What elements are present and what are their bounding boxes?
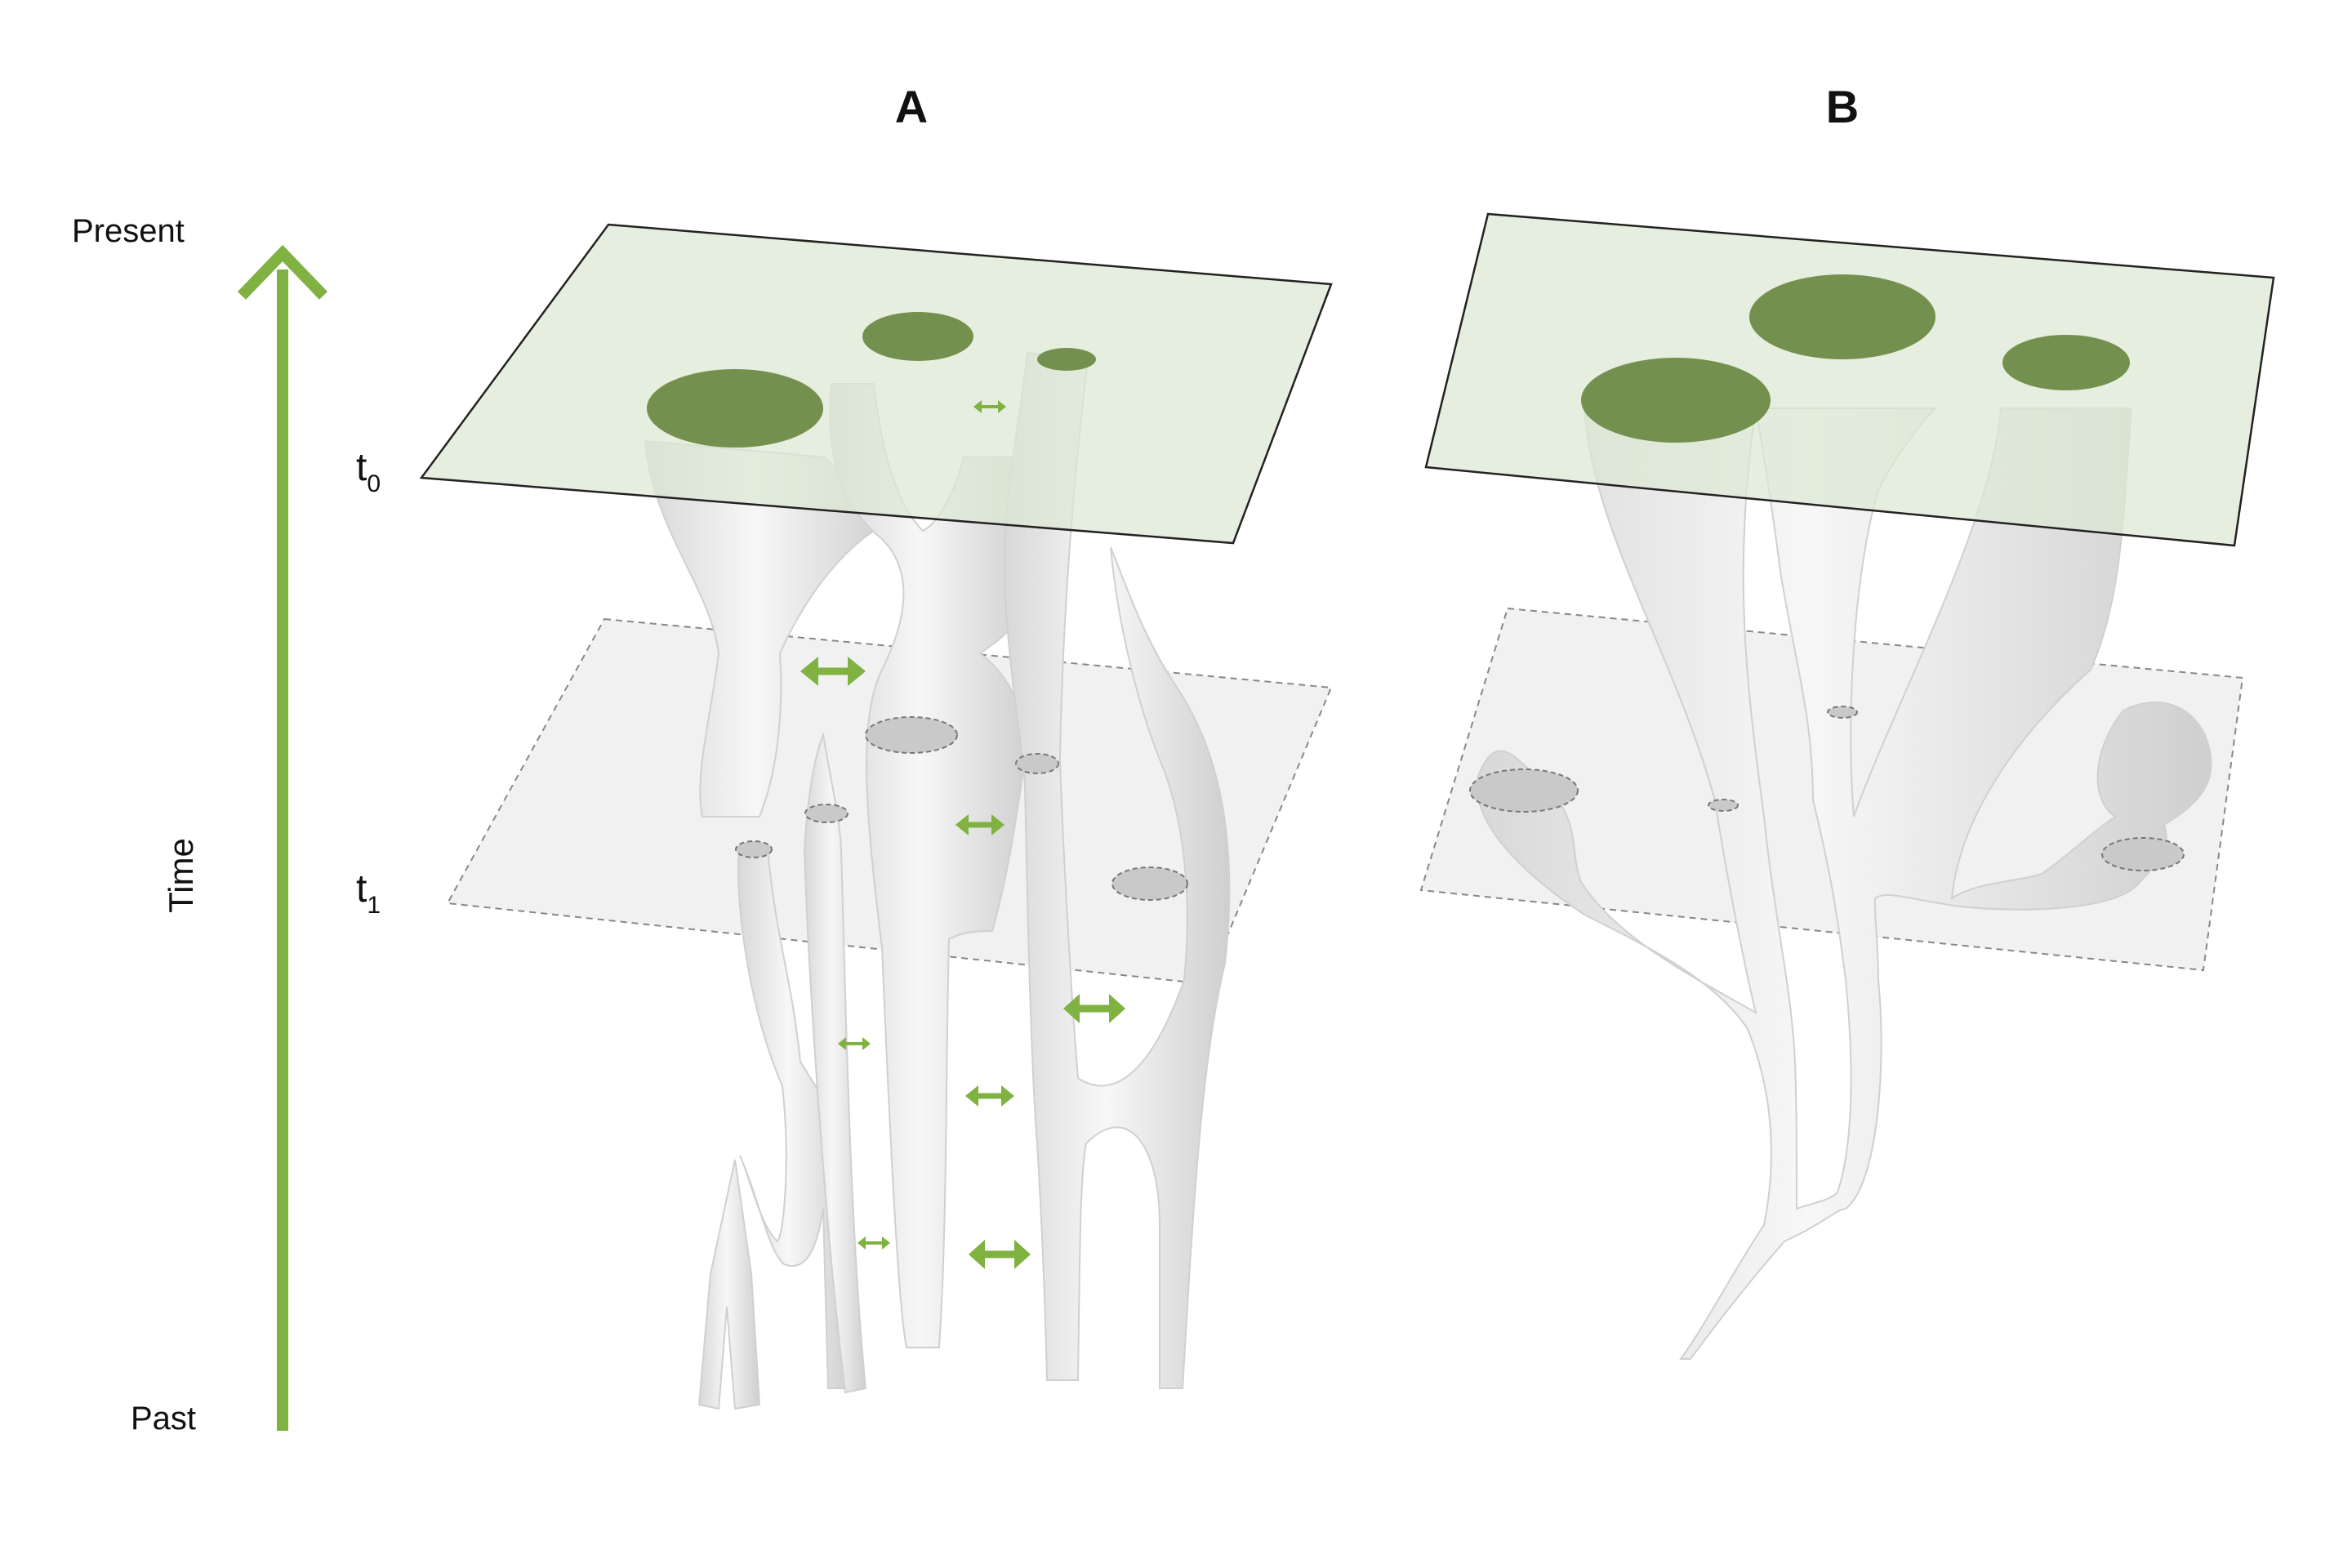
lineages-b [1476, 408, 2212, 1360]
section-past-a-5 [1111, 866, 1188, 901]
section-past-b-2 [1708, 799, 1739, 812]
double-arrow-icon [858, 1236, 890, 1250]
panel-b: B [1419, 81, 2275, 1360]
section-past-a-1 [735, 840, 773, 858]
double-arrow-icon [956, 814, 1004, 835]
section-present-a-3 [1037, 348, 1096, 371]
double-arrow-icon [965, 1085, 1014, 1107]
lineage-a-3 [803, 732, 867, 1394]
double-arrows-a [800, 400, 1125, 1269]
plane-t0-subscript: 0 [367, 470, 381, 497]
sections-past-a [735, 716, 1188, 901]
lineage-a-2 [644, 439, 892, 817]
arrow-up-icon [237, 244, 328, 300]
double-arrow-icon [838, 1037, 871, 1050]
double-arrow-icon [1063, 994, 1125, 1023]
plane-t1-subscript: 1 [367, 892, 381, 919]
section-past-b-4 [2101, 837, 2185, 871]
panel-a: A t0 t1 [356, 81, 1333, 1410]
section-past-a-2 [804, 804, 849, 823]
lineage-b-1 [1476, 408, 2212, 1360]
lineages-a [644, 351, 1231, 1410]
section-past-a-3 [865, 716, 958, 754]
time-label: Time [162, 838, 200, 913]
plane-t1-symbol: t [356, 867, 367, 911]
double-arrow-icon [973, 400, 1006, 413]
double-arrow-icon [969, 1240, 1031, 1269]
lineage-a-5 [1003, 351, 1231, 1389]
present-label: Present [72, 213, 185, 249]
section-present-b-3 [2002, 335, 2130, 390]
time-axis: Present Past Time [72, 213, 328, 1437]
section-present-b-2 [1749, 274, 1936, 359]
sections-present-a [647, 312, 1096, 448]
section-present-a-1 [647, 369, 823, 448]
panel-b-label: B [1826, 81, 1859, 132]
section-past-b-1 [1469, 768, 1579, 813]
lineage-a-1-base [697, 1159, 761, 1410]
plane-present-b [1424, 212, 2275, 547]
section-present-a-2 [862, 312, 973, 361]
past-label: Past [131, 1401, 196, 1437]
sections-past-b [1469, 706, 2185, 871]
plane-present-a [419, 223, 1333, 545]
sections-present-b [1581, 274, 2130, 443]
section-past-b-3 [1827, 706, 1858, 719]
plane-t0-symbol: t [356, 446, 367, 489]
section-past-a-4 [1015, 753, 1059, 774]
double-arrow-icon [800, 657, 866, 686]
panel-a-label: A [895, 81, 928, 132]
plane-t0-label: t0 [356, 446, 381, 497]
section-present-b-1 [1581, 358, 1771, 443]
plane-t1-label: t1 [356, 867, 381, 919]
